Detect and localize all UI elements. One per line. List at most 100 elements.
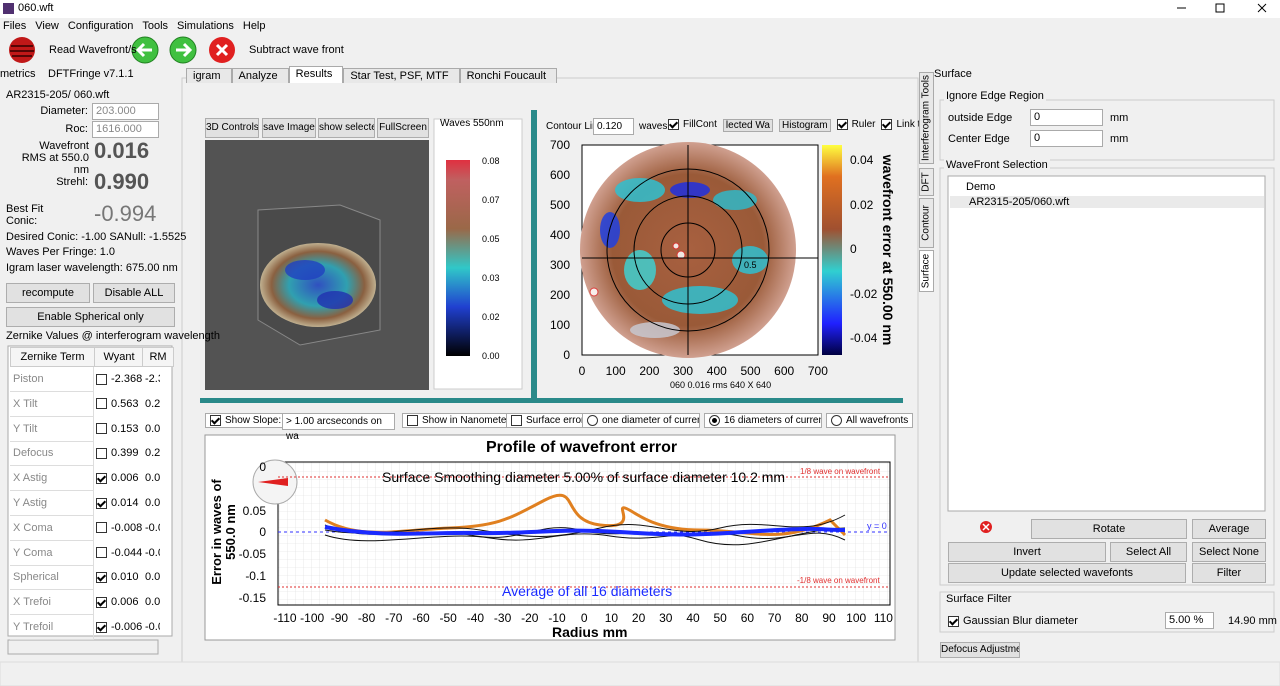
view-button[interactable]: save Image — [262, 118, 316, 138]
contour-option[interactable]: FillCont — [668, 119, 717, 132]
x-tick-label: 30 — [659, 611, 673, 625]
nm-checkbox[interactable]: Show in Nanometers — [402, 413, 520, 429]
vertical-tab[interactable]: Interferogram Tools — [919, 72, 934, 164]
vertical-tab[interactable]: Contour — [919, 198, 934, 248]
menu-item[interactable]: Tools — [142, 20, 169, 32]
label: Best Fit Conic: — [6, 203, 44, 227]
diameter-field[interactable]: 203.000 — [92, 103, 159, 120]
tab[interactable]: igram — [186, 68, 232, 83]
dock-tab[interactable]: metrics — [0, 68, 36, 80]
read-button[interactable]: Read Wavefront/s — [49, 44, 137, 56]
term-checkbox[interactable] — [96, 423, 107, 435]
slope-spin[interactable]: > 1.00 arcseconds on wa — [282, 413, 395, 442]
term-checkbox[interactable] — [96, 547, 107, 559]
disable-button[interactable]: Disable ALL — [93, 283, 175, 303]
read-icon[interactable] — [9, 37, 35, 63]
term-checkbox[interactable] — [96, 596, 107, 608]
y-tick-label: 200 — [549, 288, 570, 302]
x-tick-label: -60 — [412, 611, 430, 625]
defocus-button[interactable]: Defocus Adjustment — [940, 642, 1020, 658]
spherical-button[interactable]: Enable Spherical only — [6, 307, 175, 327]
label: Histogram — [782, 120, 828, 131]
contour-options: FillCont lected Wa Histogram Ruler Link to — [668, 119, 926, 132]
y-tick-label: 700 — [549, 138, 570, 152]
checkbox[interactable] — [881, 119, 893, 130]
view-button[interactable]: show selected — [318, 118, 375, 138]
radio[interactable]: All wavefronts — [826, 413, 914, 429]
term-checkbox[interactable] — [96, 373, 107, 385]
menu-item[interactable]: View — [35, 20, 59, 32]
menu-item[interactable]: Help — [242, 20, 266, 32]
label: 0.006 — [111, 596, 139, 609]
contour-option[interactable]: Ruler — [836, 119, 875, 132]
tab[interactable]: Analyze — [231, 68, 289, 83]
surface-checkbox[interactable]: Surface error — [506, 413, 590, 429]
term-checkbox[interactable] — [96, 447, 107, 459]
list-item[interactable]: AR2315-205/060.wft — [950, 196, 1264, 208]
select-none-button[interactable]: Select None — [1192, 542, 1266, 562]
label: Link to — [896, 119, 926, 131]
contour-option[interactable]: Link to — [881, 119, 926, 132]
update-button[interactable]: Update selected wavefonts — [948, 563, 1186, 583]
row-rms: -2.3 — [145, 373, 160, 385]
blur-spin[interactable]: 5.00 % — [1165, 612, 1214, 629]
zero-label: y = 0 — [867, 521, 887, 531]
blur-checkbox[interactable]: Gaussian Blur diameter — [948, 615, 1078, 627]
row-term: Y Trefoil — [10, 615, 94, 640]
row-rms: -0.0 — [145, 521, 160, 534]
subtract-button[interactable]: Subtract wave front — [249, 44, 344, 56]
label: -2.368 — [111, 373, 143, 385]
tab[interactable]: Results — [288, 66, 344, 83]
menu-item[interactable]: Simulations — [177, 20, 234, 32]
contour-spin[interactable]: 0.120 — [593, 118, 634, 135]
label: -0.008 — [111, 521, 143, 534]
vertical-tab[interactable]: DFT — [919, 168, 934, 196]
term-checkbox[interactable] — [96, 621, 107, 633]
tab[interactable]: Star Test, PSF, MTF — [343, 68, 460, 83]
rotate-button[interactable]: Rotate — [1031, 519, 1187, 539]
average-button[interactable]: Average — [1192, 519, 1266, 539]
filter-button[interactable]: Filter — [1192, 563, 1266, 583]
cbar-tick-label: 0.04 — [850, 153, 874, 167]
term-checkbox[interactable] — [96, 522, 107, 534]
roc-field[interactable]: 1616.000 — [92, 121, 159, 138]
checkbox[interactable] — [836, 119, 848, 130]
x-tick-label: 0 — [578, 364, 586, 378]
vertical-tab[interactable]: Surface — [919, 250, 934, 292]
view-button[interactable]: 3D Controls — [205, 118, 259, 138]
x-tick-label: 110 — [873, 611, 893, 625]
label: Wavefront RMS at 550.0 nm — [21, 140, 89, 176]
dock-title: Surface — [934, 68, 972, 80]
dock-tab[interactable]: DFTFringe v7.1.1 — [48, 68, 134, 80]
term-checkbox[interactable] — [96, 497, 107, 509]
contour-option[interactable]: Histogram — [779, 119, 831, 132]
recompute-button[interactable]: recompute — [6, 283, 90, 303]
radio[interactable]: 16 diameters of current v — [704, 413, 822, 429]
radio-button[interactable] — [831, 415, 842, 426]
term-checkbox[interactable] — [96, 398, 107, 410]
list-item[interactable]: Demo — [966, 181, 996, 193]
row-value: -0.044 — [96, 547, 160, 559]
label: one diameter of current v — [602, 415, 699, 427]
outside-spin[interactable]: 0 — [1030, 109, 1103, 126]
term-checkbox[interactable] — [96, 571, 107, 583]
x-tick-label: -20 — [521, 611, 539, 625]
contour-option[interactable]: lected Wa — [722, 119, 773, 132]
blur-mm: 14.90 mm — [1228, 615, 1277, 627]
term-checkbox[interactable] — [96, 472, 107, 484]
radio-button[interactable] — [709, 415, 720, 426]
menu-item[interactable]: Configuration — [67, 20, 134, 32]
radio[interactable]: one diameter of current v — [582, 413, 700, 429]
tab-label: Surface — [920, 253, 932, 289]
center-spin[interactable]: 0 — [1030, 130, 1103, 147]
select-all-button[interactable]: Select All — [1110, 542, 1187, 562]
menu-item[interactable]: Files — [3, 20, 27, 32]
radio-button[interactable] — [587, 415, 598, 426]
invert-button[interactable]: Invert — [948, 542, 1106, 562]
checkbox[interactable] — [668, 119, 679, 130]
x-tick-label: 400 — [706, 364, 727, 378]
column-header: Wyant — [94, 347, 144, 367]
view-button[interactable]: FullScreen — [377, 118, 429, 138]
tab[interactable]: Ronchi Foucault — [459, 68, 558, 83]
slope-checkbox[interactable]: Show Slope: — [205, 413, 287, 429]
